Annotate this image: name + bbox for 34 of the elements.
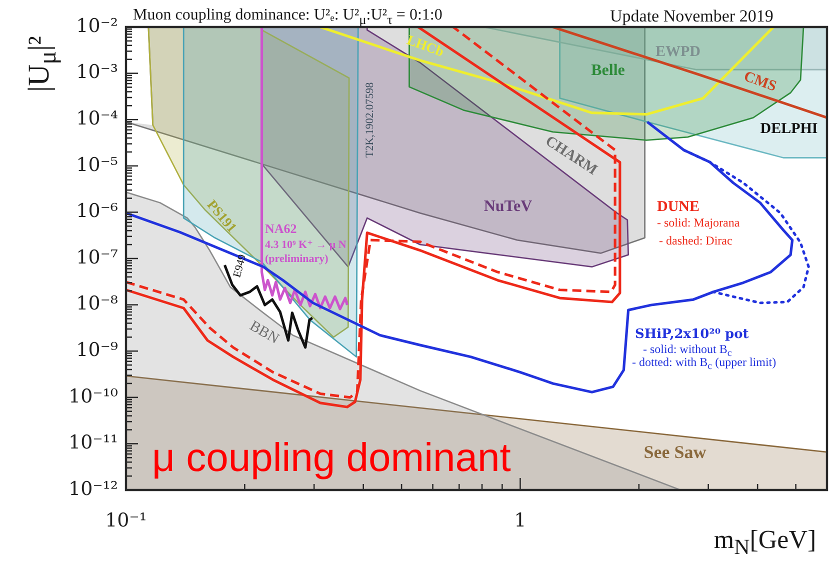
text: LHCb [404, 33, 446, 61]
chart-title: Muon coupling dominance: U²ₑ: U²$_{μ}$:U²$_{τ}$ = 0:1:0 [133, 6, 442, 28]
chart-subtitle: Update November 2019 [610, 6, 774, 26]
y-tick-label: 10⁻⁶ [76, 200, 118, 222]
annotation: μ coupling dominant [152, 436, 511, 480]
annotation: (preliminary) [265, 252, 328, 266]
series-label: NA62 [265, 220, 297, 236]
y-tick-label: 10⁻⁹ [76, 339, 118, 362]
x-tick-label: 1 [514, 509, 526, 532]
series-label: See Saw [644, 442, 706, 463]
y-tick-label: 10⁻¹² [68, 478, 118, 500]
y-tick-label: 10⁻³ [76, 61, 118, 84]
y-tick-label: 10⁻² [76, 14, 118, 37]
series-label: EWPD [656, 44, 700, 60]
annotation: - dashed: Dirac [659, 233, 732, 248]
series-label: BBN [246, 318, 282, 348]
text: E949 [231, 253, 249, 279]
series-label: SHiP,2x10²⁰ pot [635, 326, 749, 342]
x-axis-title: m$_{N}$[GeV] [714, 524, 816, 560]
series-label: Belle [591, 62, 625, 80]
y-tick-label: 10⁻⁸ [76, 292, 118, 315]
y-tick-label: 10⁻⁴ [76, 108, 118, 130]
x-tick-label: 10⁻¹ [105, 509, 147, 532]
text: CMS [742, 68, 778, 96]
annotation: 4.3 10⁹ K⁺ → μ N [265, 238, 346, 252]
y-tick-label: 10⁻⁷ [76, 246, 118, 268]
y-tick-label: 10⁻¹⁰ [68, 385, 118, 408]
series-label: NuTeV [484, 198, 532, 216]
y-tick-label: 10⁻¹¹ [68, 432, 118, 454]
annotation: - solid: Majorana [657, 215, 740, 230]
text: DUNE [657, 198, 700, 216]
series-label: DELPHI [760, 120, 818, 138]
text: T2K,1902.07598 [364, 82, 376, 158]
y-tick-label: 10⁻⁵ [76, 154, 118, 176]
